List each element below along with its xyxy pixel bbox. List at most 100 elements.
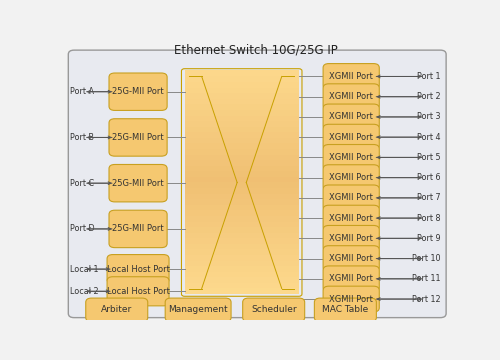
Text: Port 8: Port 8 xyxy=(417,213,440,222)
Bar xyxy=(184,232,299,238)
FancyBboxPatch shape xyxy=(314,298,376,321)
Bar xyxy=(184,87,299,93)
FancyBboxPatch shape xyxy=(323,205,380,231)
FancyBboxPatch shape xyxy=(323,144,380,170)
Bar xyxy=(184,76,299,82)
Text: MAC Table: MAC Table xyxy=(322,305,368,314)
Text: Port 11: Port 11 xyxy=(412,274,440,283)
Bar xyxy=(184,148,299,154)
Text: Local 1: Local 1 xyxy=(70,265,99,274)
FancyBboxPatch shape xyxy=(109,165,167,202)
Bar xyxy=(184,70,299,76)
FancyBboxPatch shape xyxy=(86,298,148,321)
Text: XGMII Port: XGMII Port xyxy=(329,72,373,81)
Text: 25G-MII Port: 25G-MII Port xyxy=(112,179,164,188)
Text: Port 10: Port 10 xyxy=(412,254,440,263)
Bar xyxy=(184,182,299,188)
Bar xyxy=(184,109,299,116)
Bar xyxy=(184,143,299,149)
FancyBboxPatch shape xyxy=(107,255,169,284)
Text: Port 3: Port 3 xyxy=(417,112,440,121)
Bar xyxy=(184,176,299,183)
FancyBboxPatch shape xyxy=(242,298,304,321)
Bar xyxy=(184,221,299,227)
Bar xyxy=(184,98,299,104)
FancyBboxPatch shape xyxy=(109,119,167,156)
Bar xyxy=(184,238,299,244)
FancyBboxPatch shape xyxy=(68,50,446,318)
Text: XGMII Port: XGMII Port xyxy=(329,173,373,182)
Bar xyxy=(184,210,299,216)
Text: Port B: Port B xyxy=(70,133,94,142)
FancyBboxPatch shape xyxy=(323,185,380,211)
FancyBboxPatch shape xyxy=(323,104,380,130)
Bar xyxy=(184,215,299,221)
Bar xyxy=(184,104,299,110)
Text: Management: Management xyxy=(168,305,228,314)
Text: 25G-MII Port: 25G-MII Port xyxy=(112,224,164,233)
Text: 25G-MII Port: 25G-MII Port xyxy=(112,87,164,96)
Bar xyxy=(184,204,299,210)
Text: XGMII Port: XGMII Port xyxy=(329,92,373,101)
Bar xyxy=(184,199,299,205)
Bar xyxy=(184,193,299,199)
FancyBboxPatch shape xyxy=(323,246,380,271)
Text: Port 7: Port 7 xyxy=(416,193,440,202)
Text: XGMII Port: XGMII Port xyxy=(329,274,373,283)
FancyBboxPatch shape xyxy=(323,124,380,150)
Bar xyxy=(184,255,299,261)
Bar xyxy=(184,243,299,249)
Text: XGMII Port: XGMII Port xyxy=(329,133,373,142)
Bar xyxy=(184,271,299,277)
Bar xyxy=(184,249,299,255)
FancyBboxPatch shape xyxy=(109,210,167,248)
FancyBboxPatch shape xyxy=(323,266,380,292)
Text: XGMII Port: XGMII Port xyxy=(329,193,373,202)
Bar xyxy=(184,260,299,266)
Text: Port 12: Port 12 xyxy=(412,294,440,303)
FancyBboxPatch shape xyxy=(323,84,380,109)
Bar xyxy=(184,132,299,138)
Text: Port 6: Port 6 xyxy=(417,173,440,182)
Text: Port C: Port C xyxy=(70,179,94,188)
Text: Local 2: Local 2 xyxy=(70,287,99,296)
Text: Local Host Port: Local Host Port xyxy=(106,287,170,296)
FancyBboxPatch shape xyxy=(109,73,167,111)
Text: Port 2: Port 2 xyxy=(416,92,440,101)
Bar xyxy=(184,137,299,143)
Text: XGMII Port: XGMII Port xyxy=(329,213,373,222)
Text: Port D: Port D xyxy=(70,224,95,233)
Bar xyxy=(184,226,299,233)
Text: XGMII Port: XGMII Port xyxy=(329,294,373,303)
Text: Port 1: Port 1 xyxy=(417,72,440,81)
Text: Ethernet Switch 10G/25G IP: Ethernet Switch 10G/25G IP xyxy=(174,44,338,57)
Bar xyxy=(184,121,299,127)
Bar xyxy=(184,154,299,160)
Bar xyxy=(184,266,299,272)
FancyBboxPatch shape xyxy=(165,298,231,321)
FancyBboxPatch shape xyxy=(107,277,169,306)
Bar xyxy=(184,288,299,294)
Bar xyxy=(184,81,299,87)
Text: XGMII Port: XGMII Port xyxy=(329,153,373,162)
Text: Port 9: Port 9 xyxy=(416,234,440,243)
Bar xyxy=(184,93,299,99)
Text: XGMII Port: XGMII Port xyxy=(329,112,373,121)
Text: Arbiter: Arbiter xyxy=(101,305,132,314)
Text: XGMII Port: XGMII Port xyxy=(329,234,373,243)
Bar xyxy=(184,126,299,132)
Bar xyxy=(184,282,299,288)
FancyBboxPatch shape xyxy=(323,225,380,251)
Text: Port 5: Port 5 xyxy=(416,153,440,162)
Bar xyxy=(184,159,299,166)
Text: 25G-MII Port: 25G-MII Port xyxy=(112,133,164,142)
Bar xyxy=(184,165,299,171)
Text: Port 4: Port 4 xyxy=(417,133,440,142)
Text: Port A: Port A xyxy=(70,87,94,96)
Bar xyxy=(184,188,299,194)
FancyBboxPatch shape xyxy=(323,64,380,89)
FancyBboxPatch shape xyxy=(323,286,380,312)
Text: XGMII Port: XGMII Port xyxy=(329,254,373,263)
Bar xyxy=(184,277,299,283)
Text: Local Host Port: Local Host Port xyxy=(106,265,170,274)
